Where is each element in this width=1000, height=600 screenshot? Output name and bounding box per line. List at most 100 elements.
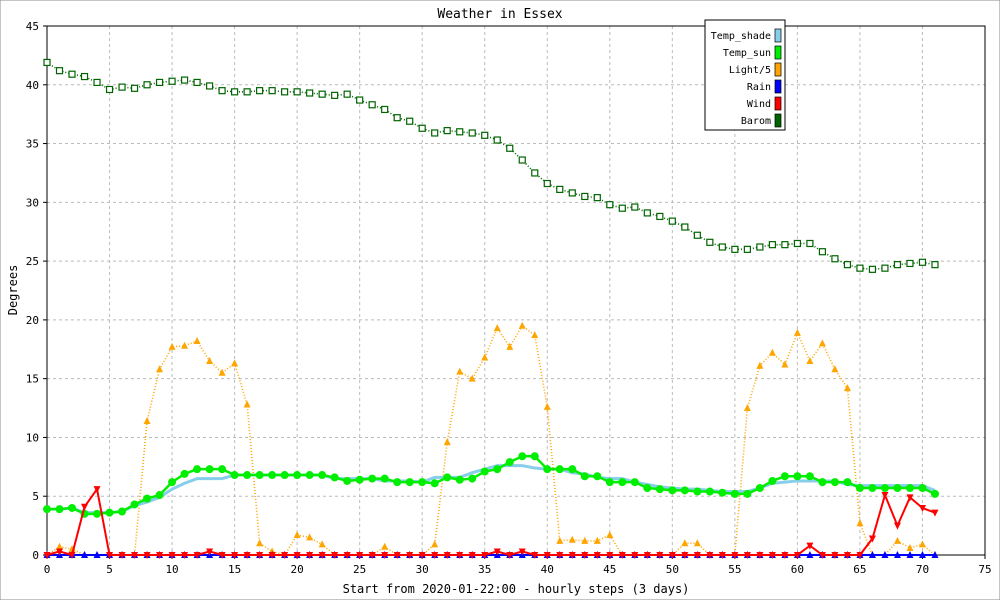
x-tick-label: 5 (106, 563, 113, 576)
data-point (255, 471, 264, 480)
data-point (268, 552, 276, 559)
data-point (818, 248, 827, 256)
y-tick-label: 5 (32, 490, 39, 503)
data-point (856, 552, 864, 559)
data-point (831, 552, 839, 559)
grid-lines (47, 26, 985, 555)
data-point (168, 342, 176, 350)
legend-label: Temp_shade (711, 31, 771, 42)
data-point (443, 127, 451, 135)
data-point (643, 552, 651, 559)
data-point (756, 552, 764, 559)
data-point (768, 476, 777, 485)
data-point (206, 357, 214, 365)
data-point (531, 552, 539, 559)
data-point (193, 78, 201, 87)
data-point (631, 552, 639, 559)
data-point (306, 552, 314, 559)
data-point (531, 169, 539, 177)
data-point (556, 552, 564, 559)
data-point (243, 471, 252, 480)
data-point (856, 264, 864, 272)
data-point (493, 548, 501, 556)
series-line (47, 464, 936, 515)
data-point (305, 471, 314, 480)
y-tick-label: 25 (26, 255, 39, 268)
data-point (581, 536, 589, 544)
data-point (480, 467, 489, 476)
data-point (493, 324, 501, 332)
data-point (468, 474, 477, 483)
data-point (168, 478, 177, 487)
data-point (506, 144, 514, 152)
data-point (606, 552, 614, 559)
data-point (55, 505, 64, 514)
data-point (405, 478, 414, 487)
data-point (456, 367, 464, 375)
data-point (455, 475, 464, 484)
data-point (606, 531, 614, 539)
data-point (493, 136, 501, 144)
data-point (318, 471, 327, 480)
data-point (768, 348, 776, 356)
data-point (693, 552, 701, 559)
data-point (881, 264, 889, 272)
data-point (681, 552, 689, 559)
data-point (55, 67, 64, 75)
y-tick-label: 10 (26, 431, 39, 444)
data-point (231, 359, 239, 367)
data-point (331, 91, 339, 99)
data-point (118, 83, 126, 91)
data-point (731, 552, 739, 559)
data-point (368, 101, 376, 109)
data-point (306, 89, 314, 97)
data-point (156, 552, 164, 559)
data-point (818, 339, 826, 347)
data-point (755, 483, 764, 492)
data-point (68, 552, 76, 559)
data-point (593, 536, 601, 544)
data-point (431, 540, 439, 548)
data-point (256, 552, 264, 559)
data-point (468, 552, 476, 559)
data-point (181, 552, 189, 559)
data-point (581, 552, 589, 559)
data-point (205, 82, 214, 90)
data-point (568, 535, 576, 543)
data-point (806, 551, 814, 558)
data-point (243, 552, 251, 559)
data-point (368, 474, 377, 483)
data-point (618, 478, 627, 487)
y-axis-label: Degrees (6, 265, 20, 316)
legend-label: Rain (747, 82, 771, 93)
data-point (706, 238, 714, 246)
x-tick-label: 35 (478, 563, 491, 576)
legend-swatch (774, 45, 782, 60)
data-point (931, 261, 939, 269)
data-point (518, 452, 527, 461)
data-point (718, 243, 726, 251)
data-point (93, 78, 101, 87)
data-point (518, 156, 526, 164)
data-point (543, 179, 551, 188)
data-point (105, 508, 114, 517)
data-point (155, 78, 164, 87)
data-point (343, 552, 351, 559)
chart-title: Weather in Essex (437, 7, 562, 22)
data-point (68, 503, 77, 512)
data-point (443, 438, 451, 446)
data-point (130, 84, 139, 92)
data-point (893, 483, 902, 492)
data-point (205, 465, 214, 474)
data-point (756, 361, 764, 369)
data-point (868, 265, 877, 273)
data-point (530, 452, 539, 461)
data-point (893, 551, 901, 558)
data-point (393, 114, 401, 122)
data-point (356, 96, 364, 104)
data-point (756, 243, 764, 251)
data-point (656, 552, 664, 559)
data-point (693, 539, 701, 547)
x-tick-label: 20 (291, 563, 304, 576)
